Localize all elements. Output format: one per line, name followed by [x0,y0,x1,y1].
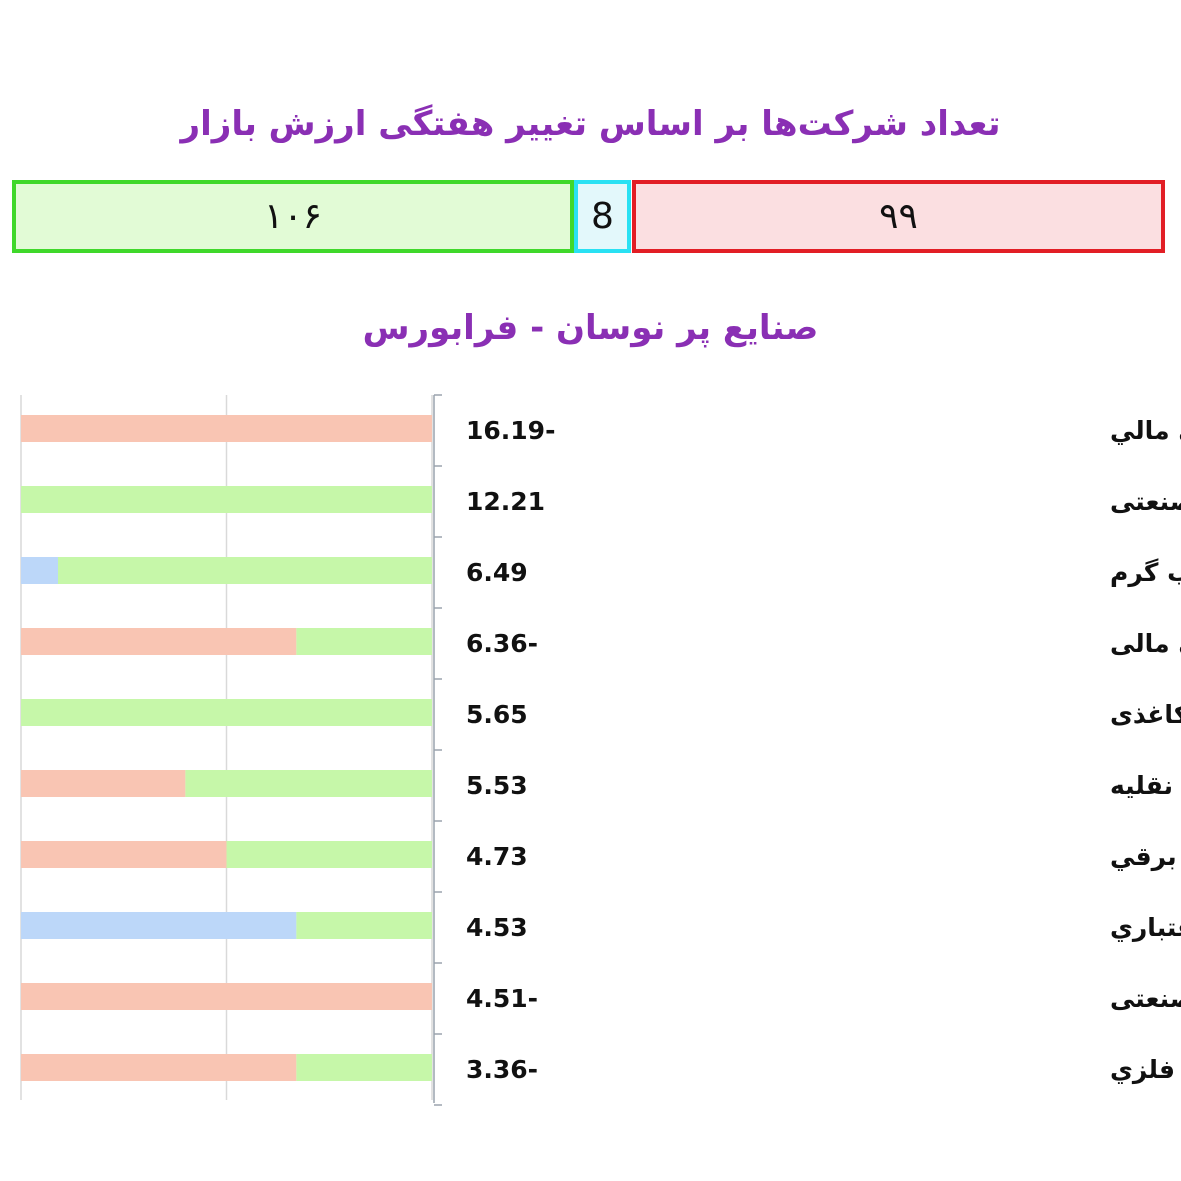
negative-count-box: ۹۹ [632,180,1165,253]
positive-count: ۱۰۶ [263,196,322,237]
page-title: تعداد شرکت‌ها بر اساس تغییر هفتگی ارزش ب… [180,104,1001,144]
neutral-count-box: 8 [574,180,631,253]
bar-neutral-2 [21,557,58,584]
change-label-0: 16.19- [466,416,555,445]
change-label-3: 6.36- [466,629,538,658]
negative-count: ۹۹ [879,196,918,237]
bar-negative-6 [21,841,227,868]
bar-negative-9 [21,1054,297,1081]
category-label-5: خرده فروشی به استثنای وسایل نقلیه [1110,771,1181,801]
bar-positive-2 [57,557,433,584]
positive-count-box: ۱۰۶ [12,180,574,253]
change-label-4: 5.65 [466,700,528,729]
category-label-7: بانک ها و موسسات اعتباري [1110,913,1181,943]
bar-positive-3 [296,628,432,655]
industry-bar-chart: 16.19- فعاليت هاي جنبي مرتبط با واسطه گري… [20,394,1181,1106]
change-label-1: 12.21 [466,487,545,516]
category-label-0: فعاليت هاي جنبي مرتبط با واسطه گري مالي [1110,416,1181,446]
bar-negative-3 [21,628,297,655]
bar-negative-8 [21,983,432,1010]
bar-negative-5 [21,770,186,797]
bar-positive-6 [226,841,432,868]
bar-positive-5 [185,770,432,797]
bar-positive-4 [21,699,432,726]
chart-title: صنایع پر نوسان - فرابورس [362,308,819,348]
change-label-9: 3.36- [466,1055,538,1084]
bar-neutral-7 [21,912,297,939]
category-label-9: سایر محصولات كاني غير فلزي [1110,1055,1181,1085]
neutral-count: 8 [591,196,614,237]
change-label-2: 6.49 [466,558,528,587]
change-label-6: 4.73 [466,842,528,871]
change-label-8: 4.51- [466,984,538,1013]
bar-negative-0 [21,415,432,442]
bar-positive-1 [21,486,432,513]
category-label-1: پیمانکاری صنعتی [1110,487,1181,516]
bar-positive-9 [296,1054,432,1081]
category-label-8: شرکتهای چند رشته ای صنعتی [1110,984,1181,1014]
category-label-3: سایر واسطه گری های مالی [1110,629,1181,659]
change-label-5: 5.53 [466,771,528,800]
bar-positive-7 [296,912,432,939]
change-label-7: 4.53 [466,913,528,942]
category-label-6: ماشين آلات و دستگاه هاي برقي [1110,841,1181,872]
category-label-2: عرضه برق، گاز، بخار و آب گرم [1110,557,1181,588]
category-label-4: محصولات کاغذی [1110,700,1181,730]
